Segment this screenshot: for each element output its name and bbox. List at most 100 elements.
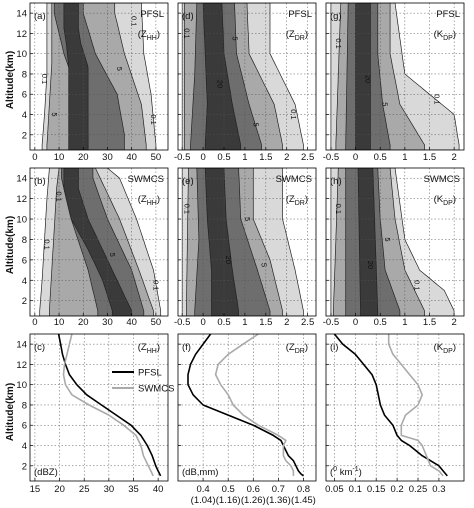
- panel-letter-b: (b): [34, 176, 46, 187]
- legend-label-pfsl: PFSL: [138, 368, 162, 379]
- panel-c: 15 20 25 30 35 40 2 4 6 8 10 12 14 (c) (ZHH) (dBZ) PFSL S…: [16, 333, 174, 495]
- variable-open-d: (Z: [286, 29, 295, 40]
- x-tick-label-d-1: 0: [200, 152, 205, 163]
- x-tick-label2-f-2: (1.26): [241, 495, 266, 506]
- variable-label-d: (ZDR): [286, 29, 308, 42]
- panel-letter-e: (e): [182, 176, 194, 187]
- x-tick-label-a-4: 40: [126, 152, 137, 163]
- x-tick-label-g-1: 0: [353, 152, 358, 163]
- variable-subscript-c: HH: [147, 348, 157, 355]
- y-tick-label-a-1: 4: [22, 110, 27, 121]
- plot-content-b: 0.1 5 0.1 0.1: [30, 168, 168, 316]
- x-tick-label-e-1: 0: [200, 317, 205, 328]
- contour-label-h-3: 0.1: [413, 280, 422, 290]
- contour-label-g-0: 0.1: [334, 38, 343, 48]
- variable-open-c: (Z: [138, 342, 147, 353]
- contour-label-e-0: 0.1: [182, 204, 191, 214]
- y-tick-label-c-4: 10: [16, 380, 27, 391]
- x-tick-label-g-5: 2: [451, 152, 456, 163]
- x-tick-label-g-4: 1.5: [423, 152, 436, 163]
- y-tick-label-a-6: 14: [16, 9, 27, 20]
- variable-subscript-d: DR: [295, 35, 305, 42]
- panel-frame-d: [177, 2, 317, 151]
- y-tick-label-b-6: 14: [16, 174, 27, 185]
- plot-content-i: [326, 334, 464, 481]
- x-tick-label-i-2: 0.15: [367, 484, 386, 495]
- x-tick-label-d-6: 2.5: [301, 152, 314, 163]
- x-tick-label-e-3: 1: [242, 317, 247, 328]
- y-tick-label-b-4: 10: [16, 215, 27, 226]
- x-tick-label-f-3: 0.7: [272, 484, 285, 495]
- x-tick-label-e-6: 2.5: [301, 317, 314, 328]
- x-tick-label-f-2: 0.6: [247, 484, 260, 495]
- plot-content-g: 0.1 20 5 0.1: [326, 3, 464, 150]
- contour-label-d-2: 20: [216, 80, 225, 88]
- variable-label-h: (KDP): [434, 194, 456, 207]
- panel-letter-d: (d): [182, 11, 194, 22]
- contour-label-g-3: 0.1: [432, 94, 441, 104]
- plot-content-f: [178, 334, 316, 481]
- x-tick-label2-f-0: (1.04): [191, 495, 216, 506]
- y-tick-label-c-0: 2: [22, 461, 27, 472]
- contour-label-b-2: 0.1: [151, 280, 160, 290]
- x-tick-label-c-2: 25: [79, 484, 90, 495]
- x-tick-label-h-2: 0.5: [374, 317, 387, 328]
- variable-open-i: (K: [434, 342, 444, 353]
- x-tick-label-d-3: 1: [242, 152, 247, 163]
- x-tick-label-c-4: 35: [128, 484, 139, 495]
- x-tick-label2-f-1: (1.16): [216, 495, 241, 506]
- x-tick-label-d-0: -0.5: [174, 152, 190, 163]
- contour-band-e-3: [204, 168, 239, 316]
- panel-letter-f: (f): [182, 342, 191, 353]
- x-tick-label-f-4: 0.8: [297, 484, 310, 495]
- x-tick-label-h-3: 1: [402, 317, 407, 328]
- system-name-b: SWMCS: [128, 174, 164, 185]
- y-tick-label-c-2: 6: [22, 421, 27, 432]
- y-axis-label-top: Altitude(km): [5, 51, 16, 109]
- variable-subscript-a: HH: [147, 35, 157, 42]
- contour-band-d-3: [202, 3, 242, 150]
- contour-label-h-0: 0.1: [334, 204, 343, 214]
- x-tick-label-b-1: 10: [54, 317, 65, 328]
- plot-content-h: 0.1 20 5 0.1: [326, 168, 464, 316]
- unit-open-i: (: [330, 467, 334, 478]
- variable-subscript-g: DP: [443, 35, 453, 42]
- variable-close-d: ): [305, 29, 308, 40]
- variable-label-f: (ZDR): [286, 342, 308, 355]
- panel-b: 0.1 5 0.1 0.1 0 10 20 30 40 50 2 4 6 8 10 12 14 (b) SWMCS (…: [16, 167, 169, 328]
- x-tick-label-b-5: 50: [151, 317, 162, 328]
- series-line-c-swmcs: [62, 334, 154, 477]
- contour-label-g-1: 20: [363, 75, 372, 83]
- plot-area-c: [30, 334, 168, 481]
- y-tick-label-c-3: 8: [22, 400, 27, 411]
- unit-main-i: km: [337, 467, 352, 478]
- unit-label-c: (dBZ): [34, 467, 58, 478]
- contour-label-b-0: 0.1: [43, 239, 52, 249]
- unit-close-i: ): [359, 467, 362, 478]
- contour-band-h-3: [357, 168, 379, 316]
- x-tick-label-a-1: 10: [54, 152, 65, 163]
- contour-label-a-2: 0.1: [149, 114, 158, 124]
- panel-frame-e: [177, 167, 317, 317]
- contour-label-h-2: 5: [383, 237, 392, 241]
- variable-subscript-b: HH: [147, 200, 157, 207]
- x-tick-label-c-1: 20: [54, 484, 65, 495]
- plot-area-f: [178, 334, 316, 481]
- contour-band-a-3: [63, 3, 89, 150]
- system-name-d: PFSL: [288, 9, 312, 20]
- y-tick-label-c-1: 4: [22, 441, 27, 452]
- unit-sup2-i: -1: [352, 466, 358, 473]
- x-tick-label-e-5: 2: [284, 317, 289, 328]
- contour-label-d-0: 0.1: [182, 28, 191, 38]
- x-tick-label-h-0: -0.5: [323, 317, 339, 328]
- x-tick-label-e-4: 1.5: [259, 317, 272, 328]
- variable-open-b: (Z: [138, 194, 147, 205]
- series-line-f-swmcs: [214, 334, 295, 476]
- legend-label-swmcs: SWMCS: [138, 384, 174, 395]
- panel-frame-b: [29, 167, 169, 317]
- plot-area-i: [326, 334, 464, 481]
- x-tick-label-d-5: 2: [284, 152, 289, 163]
- variable-label-b: (ZHH): [138, 194, 160, 207]
- x-tick-label-i-3: 0.2: [390, 484, 403, 495]
